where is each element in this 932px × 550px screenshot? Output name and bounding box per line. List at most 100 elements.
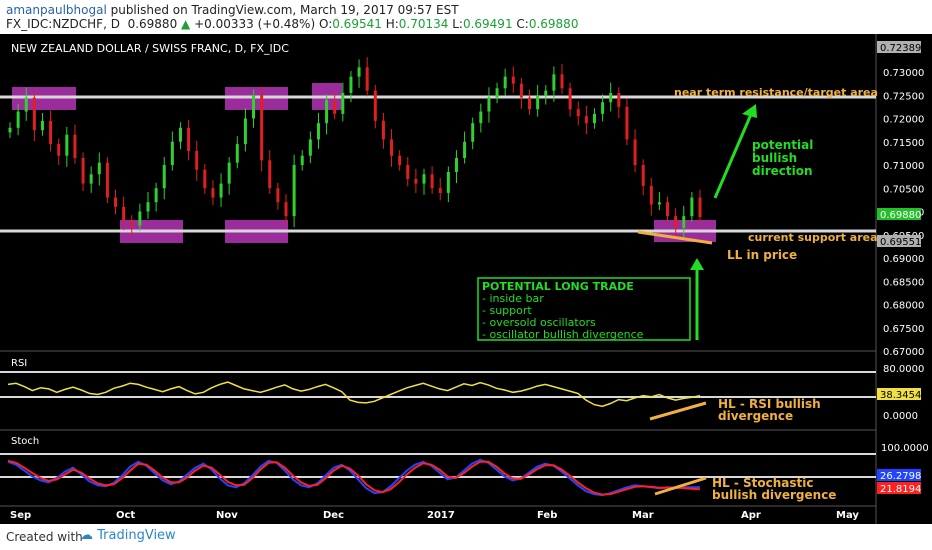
high-label: H:: [385, 17, 399, 31]
price-tag-high: [877, 41, 921, 53]
candle-body: [641, 165, 645, 186]
candle-body: [487, 97, 491, 112]
candle-body: [235, 144, 239, 163]
ohlc-line: FX_IDC:NZDCHF, D 0.69880 ▲ +0.00333 (+0.…: [6, 17, 578, 31]
candle-body: [211, 188, 215, 198]
price-tick-label: 0.69000: [883, 254, 924, 265]
stoch-pane-title: Stoch: [11, 436, 39, 447]
candle-body: [16, 111, 20, 128]
candle-body: [682, 216, 686, 228]
candle-body: [381, 120, 385, 140]
annotation-ll-price: LL in price: [727, 248, 797, 262]
candle-body: [601, 102, 605, 114]
time-tick: Apr: [741, 510, 761, 521]
candle-body: [146, 202, 150, 212]
candle-body: [503, 76, 507, 89]
stoch-d-tag: [877, 482, 921, 494]
time-tick: Mar: [632, 510, 654, 521]
candle-body: [471, 123, 475, 142]
bullish-arrow-head-icon: [742, 104, 757, 118]
candle-body: [89, 174, 93, 184]
stoch-k-line: [7, 458, 701, 497]
stoch-divergence-line: [654, 476, 707, 496]
price-tick-label: 0.71500: [883, 138, 924, 149]
candle-body: [609, 92, 613, 103]
candle-body: [341, 92, 345, 114]
high-value: 0.70134: [398, 17, 449, 31]
candle-body: [422, 174, 426, 184]
created-with-label: Created with: [6, 530, 83, 544]
annotation-stoch-divergence: bullish divergence: [712, 488, 836, 502]
candle-body: [40, 120, 44, 131]
annotation-support: current support area: [748, 231, 878, 244]
candle-body: [105, 162, 109, 198]
candle-body: [479, 111, 483, 124]
candle-body: [178, 127, 182, 142]
tradingview-logo[interactable]: ☁ TradingView: [80, 528, 176, 543]
rsi-pane-title: RSI: [11, 358, 27, 369]
candle-body: [284, 202, 288, 217]
candle-body: [454, 158, 458, 172]
candle-body: [49, 120, 53, 145]
candle-body: [438, 188, 442, 193]
candle-body: [357, 67, 361, 77]
candle-body: [325, 99, 329, 124]
price-tag-support-text: 0.69551: [880, 237, 921, 248]
chart-area[interactable]: NEW ZEALAND DOLLAR / SWISS FRANC, D, FX_…: [0, 34, 932, 524]
close-value: 0.69880: [528, 17, 579, 31]
candle-body: [300, 155, 304, 165]
candle-body: [560, 74, 564, 89]
price-tick-label: 0.72500: [883, 91, 924, 102]
candle-body: [333, 99, 337, 114]
rsi-tick-0: 0.0000: [883, 411, 918, 422]
stoch-k-tag: [877, 469, 921, 481]
candle-body: [666, 202, 670, 217]
candle-body: [649, 185, 653, 205]
close-label: C:: [516, 17, 529, 31]
time-tick: Feb: [537, 510, 557, 521]
candle-body: [138, 211, 142, 226]
price-tick-label: 0.72000: [883, 115, 924, 126]
rsi-divergence-line: [649, 401, 707, 421]
price-tag-support: [877, 235, 921, 247]
candle-body: [511, 76, 515, 84]
rsi-series-line: [7, 381, 701, 408]
candle-body: [162, 165, 166, 189]
candle-body: [219, 183, 223, 198]
open-value: 0.69541: [332, 17, 382, 31]
candle-body: [73, 134, 77, 159]
candle-body: [625, 106, 629, 140]
trade-callout-item: - inside bar: [482, 292, 544, 305]
price-tick-label: 0.67500: [883, 324, 924, 335]
candle-body: [316, 123, 320, 140]
candle-body: [495, 88, 499, 98]
price-candles: [8, 57, 702, 239]
candle-body: [308, 139, 312, 156]
tradingview-logo-icon: ☁: [80, 528, 93, 543]
annotation-stoch-hl: HL - Stochastic: [712, 476, 814, 490]
low-value: 0.69491: [462, 17, 513, 31]
candle-body: [430, 174, 434, 189]
time-tick: Nov: [216, 510, 238, 521]
candle-body: [122, 206, 126, 221]
last-price: 0.69880: [127, 17, 178, 31]
author-link[interactable]: amanpaulbhogal: [6, 3, 107, 17]
time-axis: Sep Oct Nov Dec 2017 Feb Mar Apr May: [10, 510, 859, 521]
trade-callout-item: - oversold oscillators: [482, 316, 596, 329]
published-text: published on TradingView.com, March 19, …: [106, 3, 459, 17]
annotation-bullish-word2: bullish: [752, 151, 797, 165]
price-tick-label: 0.70500: [883, 184, 924, 195]
stoch-d-tag-text: 21.8194: [880, 484, 921, 495]
candle-body: [227, 162, 231, 184]
candle-body: [260, 95, 264, 161]
chart-background: [0, 34, 932, 524]
candle-body: [463, 141, 467, 159]
stoch-tick-100: 100.0000: [881, 443, 929, 454]
candle-body: [32, 97, 36, 131]
candle-body: [373, 90, 377, 121]
candle-body: [170, 141, 174, 165]
candle-body: [57, 144, 61, 156]
chart-svg[interactable]: NEW ZEALAND DOLLAR / SWISS FRANC, D, FX_…: [0, 34, 932, 524]
time-tick: May: [836, 510, 859, 521]
candle-body: [576, 109, 580, 117]
